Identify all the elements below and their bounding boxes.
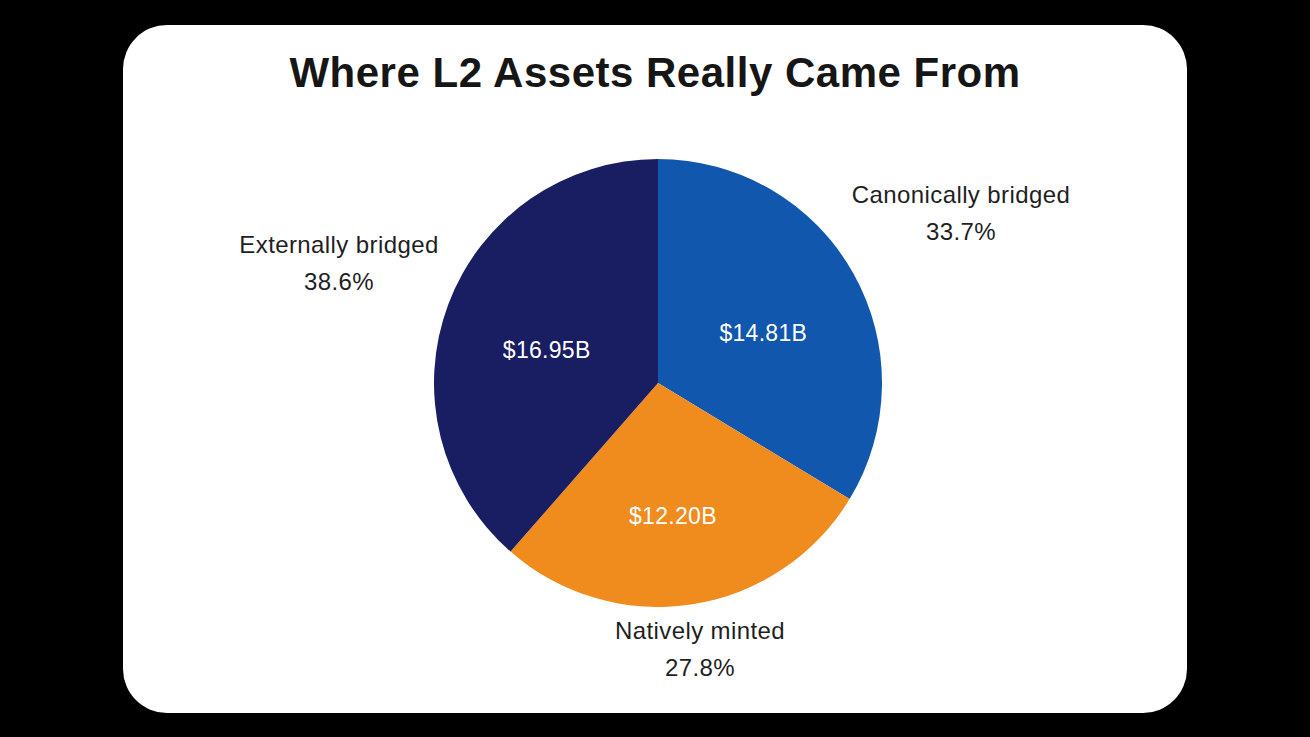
chart-card: Where L2 Assets Really Came From $14.81B… [123,25,1187,713]
pie-label-canonically-bridged: Canonically bridged 33.7% [852,176,1070,250]
pie-value-natively-minted: $12.20B [629,503,717,529]
slice-percent: 33.7% [852,213,1070,250]
pie-value-canonically-bridged: $14.81B [719,320,807,346]
slice-percent: 27.8% [615,649,785,686]
pie-label-externally-bridged: Externally bridged 38.6% [239,226,438,300]
slice-label: Canonically bridged [852,176,1070,213]
slice-percent: 38.6% [239,263,438,300]
pie-value-externally-bridged: $16.95B [503,337,591,363]
slice-label: Natively minted [615,612,785,649]
slice-label: Externally bridged [239,226,438,263]
pie-chart: $14.81B $12.20B $16.95B [434,159,882,607]
chart-title: Where L2 Assets Really Came From [123,49,1187,97]
pie-label-natively-minted: Natively minted 27.8% [615,612,785,686]
